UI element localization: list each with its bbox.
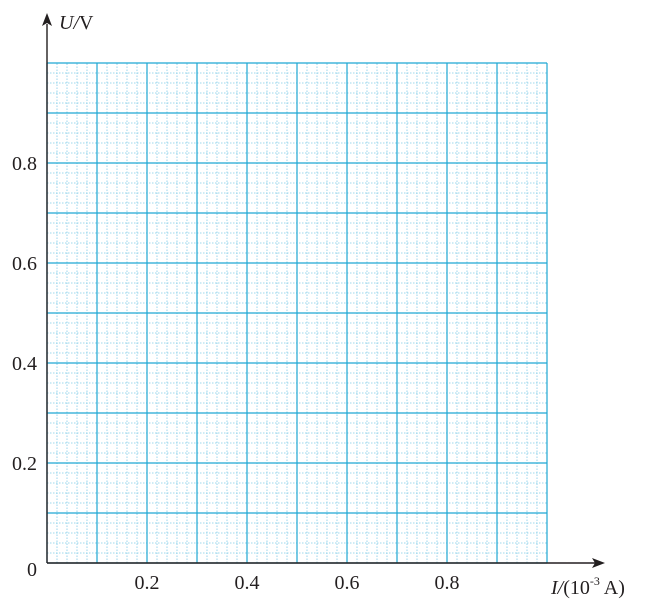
x-axis-unit-close: A): [600, 577, 625, 599]
y-tick-label: 0.6: [12, 253, 37, 275]
x-axis-unit-exponent: -3: [590, 574, 600, 588]
y-axis-variable: U: [59, 12, 75, 34]
x-tick-label: 0.2: [135, 572, 160, 594]
x-tick-label: 0.6: [335, 572, 360, 594]
x-tick-label: 0.8: [435, 572, 460, 594]
origin-label: 0: [27, 559, 37, 581]
x-tick-label: 0.4: [235, 572, 260, 594]
major-grid: [46, 62, 548, 564]
x-axis-arrowhead: [592, 558, 605, 568]
x-axis-unit-open: (10: [563, 577, 590, 599]
y-axis-separator: /: [72, 12, 81, 34]
x-axis-variable: I: [550, 577, 559, 599]
x-axis-title: I/(10-3 A): [550, 574, 625, 599]
x-tick-labels: 0.2 0.4 0.6 0.8: [135, 572, 460, 594]
y-tick-label: 0.2: [12, 453, 37, 475]
axes: [42, 13, 605, 568]
y-tick-label: 0.8: [12, 153, 37, 175]
y-tick-label: 0.4: [12, 353, 37, 375]
y-axis-unit: V: [79, 12, 94, 34]
y-tick-labels: 0.2 0.4 0.6 0.8: [12, 153, 37, 475]
y-axis-arrowhead: [42, 13, 52, 26]
y-axis-title: U/V: [59, 12, 94, 34]
x-axis-separator: /: [557, 577, 566, 599]
